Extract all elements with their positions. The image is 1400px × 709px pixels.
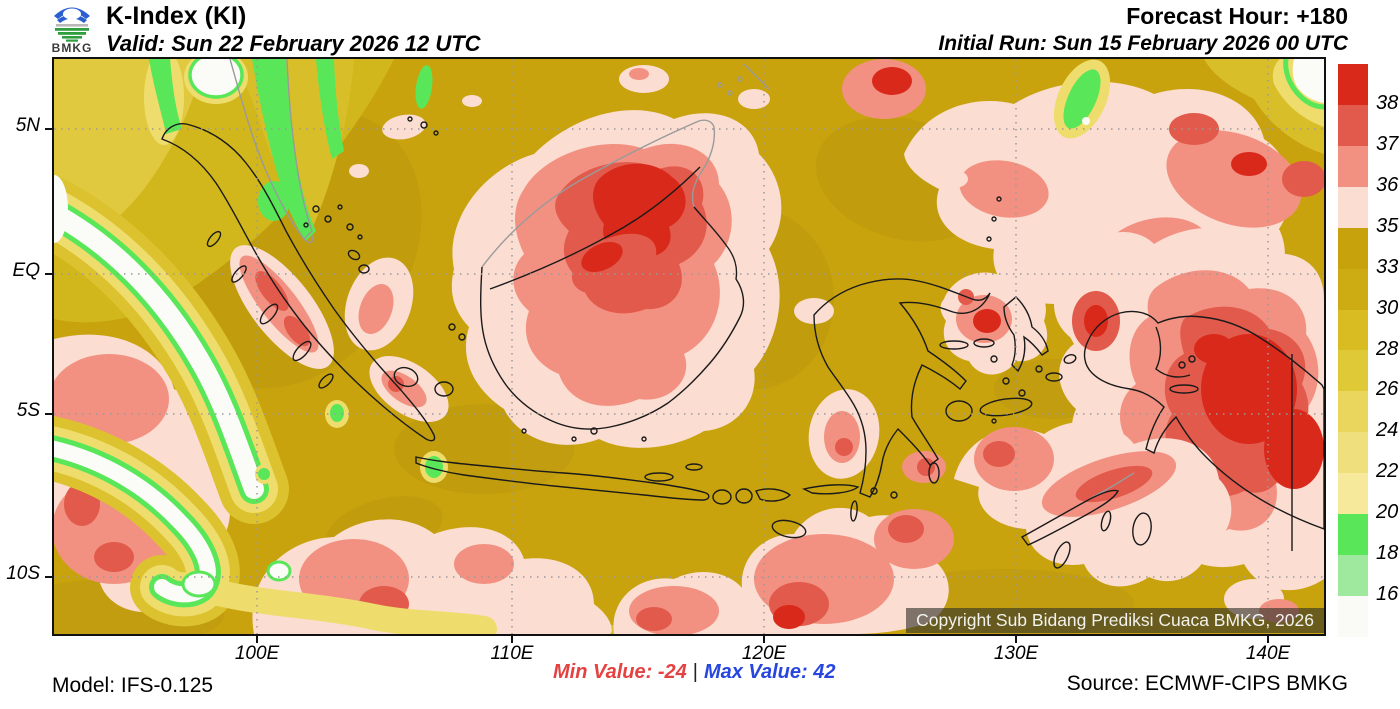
page-title: K-Index (KI) — [106, 2, 247, 30]
colorbar-segment — [1338, 391, 1368, 433]
colorbar-label: 35 — [1376, 214, 1399, 237]
colorbar-segment — [1338, 64, 1368, 105]
colorbar-segment — [1338, 309, 1368, 351]
colorbar-label: 37 — [1376, 132, 1399, 155]
y-tick-label: EQ — [12, 260, 40, 281]
x-tick-label: 140E — [1245, 643, 1291, 664]
colorbar-segment — [1338, 473, 1368, 515]
colorbar-segment — [1338, 104, 1368, 146]
colorbar-labels: 38 37 36 35 33 30 28 26 24 22 20 18 16 — [1376, 64, 1400, 637]
colorbar-label: 36 — [1376, 173, 1399, 196]
colorbar-label: 16 — [1376, 583, 1399, 606]
source-label: Source: ECMWF-CIPS BMKG — [1066, 672, 1348, 695]
x-tick-mark — [256, 636, 258, 643]
colorbar-segment — [1338, 595, 1368, 637]
y-tick-mark — [45, 128, 52, 130]
colorbar-label: 28 — [1376, 337, 1399, 360]
colorbar-label: 30 — [1376, 296, 1399, 319]
colorbar-segment — [1338, 514, 1368, 556]
x-axis: 100E 110E 120E 130E 140E — [52, 636, 1326, 666]
colorbar-label: 22 — [1376, 460, 1399, 483]
x-tick-label: 110E — [490, 643, 534, 664]
x-tick-mark — [1015, 636, 1017, 643]
max-value-label: Max Value: 42 — [703, 661, 836, 683]
y-tick-label: 10S — [6, 563, 40, 584]
colorbar-label: 33 — [1376, 255, 1399, 278]
minmax-separator: | — [692, 661, 698, 683]
x-tick-label: 120E — [741, 643, 787, 664]
map-panel: Copyright Sub Bidang Prediksi Cuaca BMKG… — [52, 57, 1326, 636]
colorbar-segment — [1338, 555, 1368, 596]
model-label: Model: IFS-0.125 — [52, 674, 214, 697]
x-tick-mark — [1267, 636, 1269, 643]
colorbar-label: 38 — [1376, 91, 1399, 114]
min-value-label: Min Value: -24 — [553, 661, 687, 683]
colorbar-label: 18 — [1376, 542, 1399, 565]
bmkg-logo-icon — [54, 7, 90, 42]
colorbar-segment — [1338, 186, 1368, 228]
x-tick-mark — [511, 636, 513, 643]
x-tick-mark — [763, 636, 765, 643]
colorbar-segment — [1338, 432, 1368, 474]
initial-run: Initial Run: Sun 15 February 2026 00 UTC — [938, 32, 1348, 55]
ki-contour-map — [54, 59, 1324, 634]
bmkg-logo-label: BMKG — [51, 41, 93, 55]
y-tick-mark — [45, 576, 52, 578]
colorbar-segment — [1338, 145, 1368, 187]
colorbar-label: 26 — [1376, 378, 1399, 401]
forecast-hour: Forecast Hour: +180 — [1126, 3, 1348, 29]
copyright-notice: Copyright Sub Bidang Prediksi Cuaca BMKG… — [906, 608, 1324, 633]
y-tick-label: 5S — [16, 400, 40, 421]
bmkg-logo: BMKG — [42, 1, 102, 57]
colorbar-segments — [1338, 64, 1368, 637]
colorbar-label: 24 — [1376, 419, 1399, 442]
colorbar-segment — [1338, 227, 1368, 269]
y-tick-mark — [45, 413, 52, 415]
x-tick-label: 130E — [993, 643, 1039, 664]
y-axis: 5N EQ 5S 10S — [0, 57, 52, 636]
colorbar-label: 20 — [1376, 501, 1399, 524]
y-tick-label: 5N — [15, 115, 40, 136]
minmax-values: Min Value: -24 | Max Value: 42 — [553, 661, 835, 684]
colorbar-segment — [1338, 268, 1368, 310]
valid-time: Valid: Sun 22 February 2026 12 UTC — [106, 31, 481, 56]
colorbar-segment — [1338, 350, 1368, 392]
y-tick-mark — [45, 273, 52, 275]
x-tick-label: 100E — [234, 643, 280, 664]
